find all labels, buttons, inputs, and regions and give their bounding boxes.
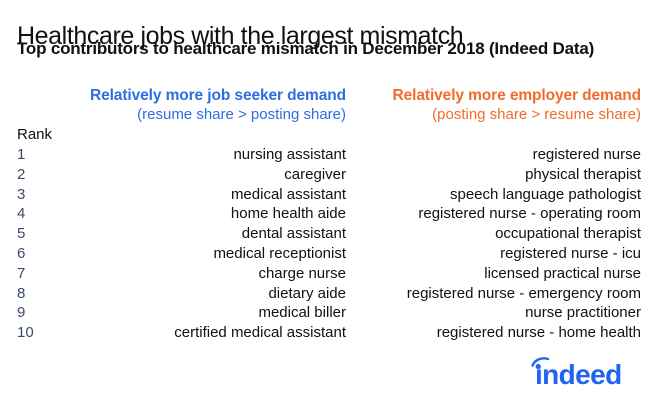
job-seeker-demand-job: dietary aide bbox=[268, 284, 346, 302]
employer-demand-job: registered nurse - emergency room bbox=[406, 284, 641, 302]
employer-demand-job: occupational therapist bbox=[495, 225, 641, 243]
rank-number: 9 bbox=[17, 304, 26, 322]
rank-number: 2 bbox=[17, 165, 26, 183]
table-row: 5 dental assistant occupational therapis… bbox=[0, 224, 668, 244]
employer-demand-job: registered nurse bbox=[532, 146, 641, 163]
job-seeker-demand-job: dental assistant bbox=[241, 225, 346, 243]
rank-number: 7 bbox=[17, 264, 26, 282]
job-seeker-demand-job: caregiver bbox=[284, 165, 346, 183]
employer-demand-job: registered nurse - home health bbox=[436, 324, 641, 342]
employer-demand-job: registered nurse - operating room bbox=[418, 205, 641, 223]
employer-demand-job: registered nurse - icu bbox=[500, 244, 641, 262]
table-row: 7 charge nurse licensed practical nurse bbox=[0, 264, 668, 284]
rank-number: 4 bbox=[17, 205, 26, 223]
job-seeker-demand-title: Relatively more job seeker demand bbox=[89, 87, 346, 104]
page-title: Healthcare jobs with the largest mismatc… bbox=[17, 21, 464, 50]
job-seeker-demand-job: nursing assistant bbox=[233, 146, 346, 163]
employer-demand-job: physical therapist bbox=[525, 165, 641, 183]
table-row: 10 certified medical assistant registere… bbox=[0, 323, 668, 343]
indeed-logo: ındeed bbox=[531, 356, 643, 388]
rank-column-label: Rank bbox=[17, 126, 53, 143]
svg-text:ındeed: ındeed bbox=[535, 359, 622, 388]
page-subtitle: Top contributors to healthcare mismatch … bbox=[17, 39, 595, 58]
rank-number: 1 bbox=[17, 146, 26, 163]
rank-number: 10 bbox=[17, 324, 34, 342]
table-row: 3 medical assistant speech language path… bbox=[0, 185, 668, 205]
ranking-table: 1 nursing assistant registered nurse 2 c… bbox=[0, 145, 668, 343]
employer-demand-subtitle: (posting share > resume share) bbox=[432, 106, 641, 123]
job-seeker-demand-job: certified medical assistant bbox=[174, 324, 346, 342]
table-row: 8 dietary aide registered nurse - emerge… bbox=[0, 284, 668, 304]
job-seeker-demand-job: medical receptionist bbox=[213, 244, 346, 262]
job-seeker-demand-job: medical biller bbox=[258, 304, 346, 322]
rank-number: 5 bbox=[17, 225, 26, 243]
employer-demand-job: licensed practical nurse bbox=[484, 264, 641, 282]
indeed-logo-icon: ındeed bbox=[531, 357, 622, 388]
employer-demand-job: speech language pathologist bbox=[450, 185, 641, 203]
table-row: 9 medical biller nurse practitioner bbox=[0, 303, 668, 323]
rank-number: 3 bbox=[17, 185, 26, 203]
table-row: 6 medical receptionist registered nurse … bbox=[0, 244, 668, 264]
job-seeker-demand-subtitle: (resume share > posting share) bbox=[137, 106, 346, 123]
job-seeker-demand-header: Relatively more job seeker demand (resum… bbox=[90, 86, 346, 124]
employer-demand-job: nurse practitioner bbox=[525, 304, 641, 322]
table-row: 1 nursing assistant registered nurse bbox=[0, 145, 668, 165]
employer-demand-title: Relatively more employer demand bbox=[392, 87, 642, 104]
job-seeker-demand-job: home health aide bbox=[230, 205, 346, 223]
table-row: 4 home health aide registered nurse - op… bbox=[0, 204, 668, 224]
job-seeker-demand-job: charge nurse bbox=[258, 264, 346, 282]
rank-number: 6 bbox=[17, 244, 26, 262]
rank-number: 8 bbox=[17, 284, 26, 302]
table-row: 2 caregiver physical therapist bbox=[0, 165, 668, 185]
employer-demand-header: Relatively more employer demand (posting… bbox=[392, 86, 642, 124]
job-seeker-demand-job: medical assistant bbox=[230, 185, 346, 203]
